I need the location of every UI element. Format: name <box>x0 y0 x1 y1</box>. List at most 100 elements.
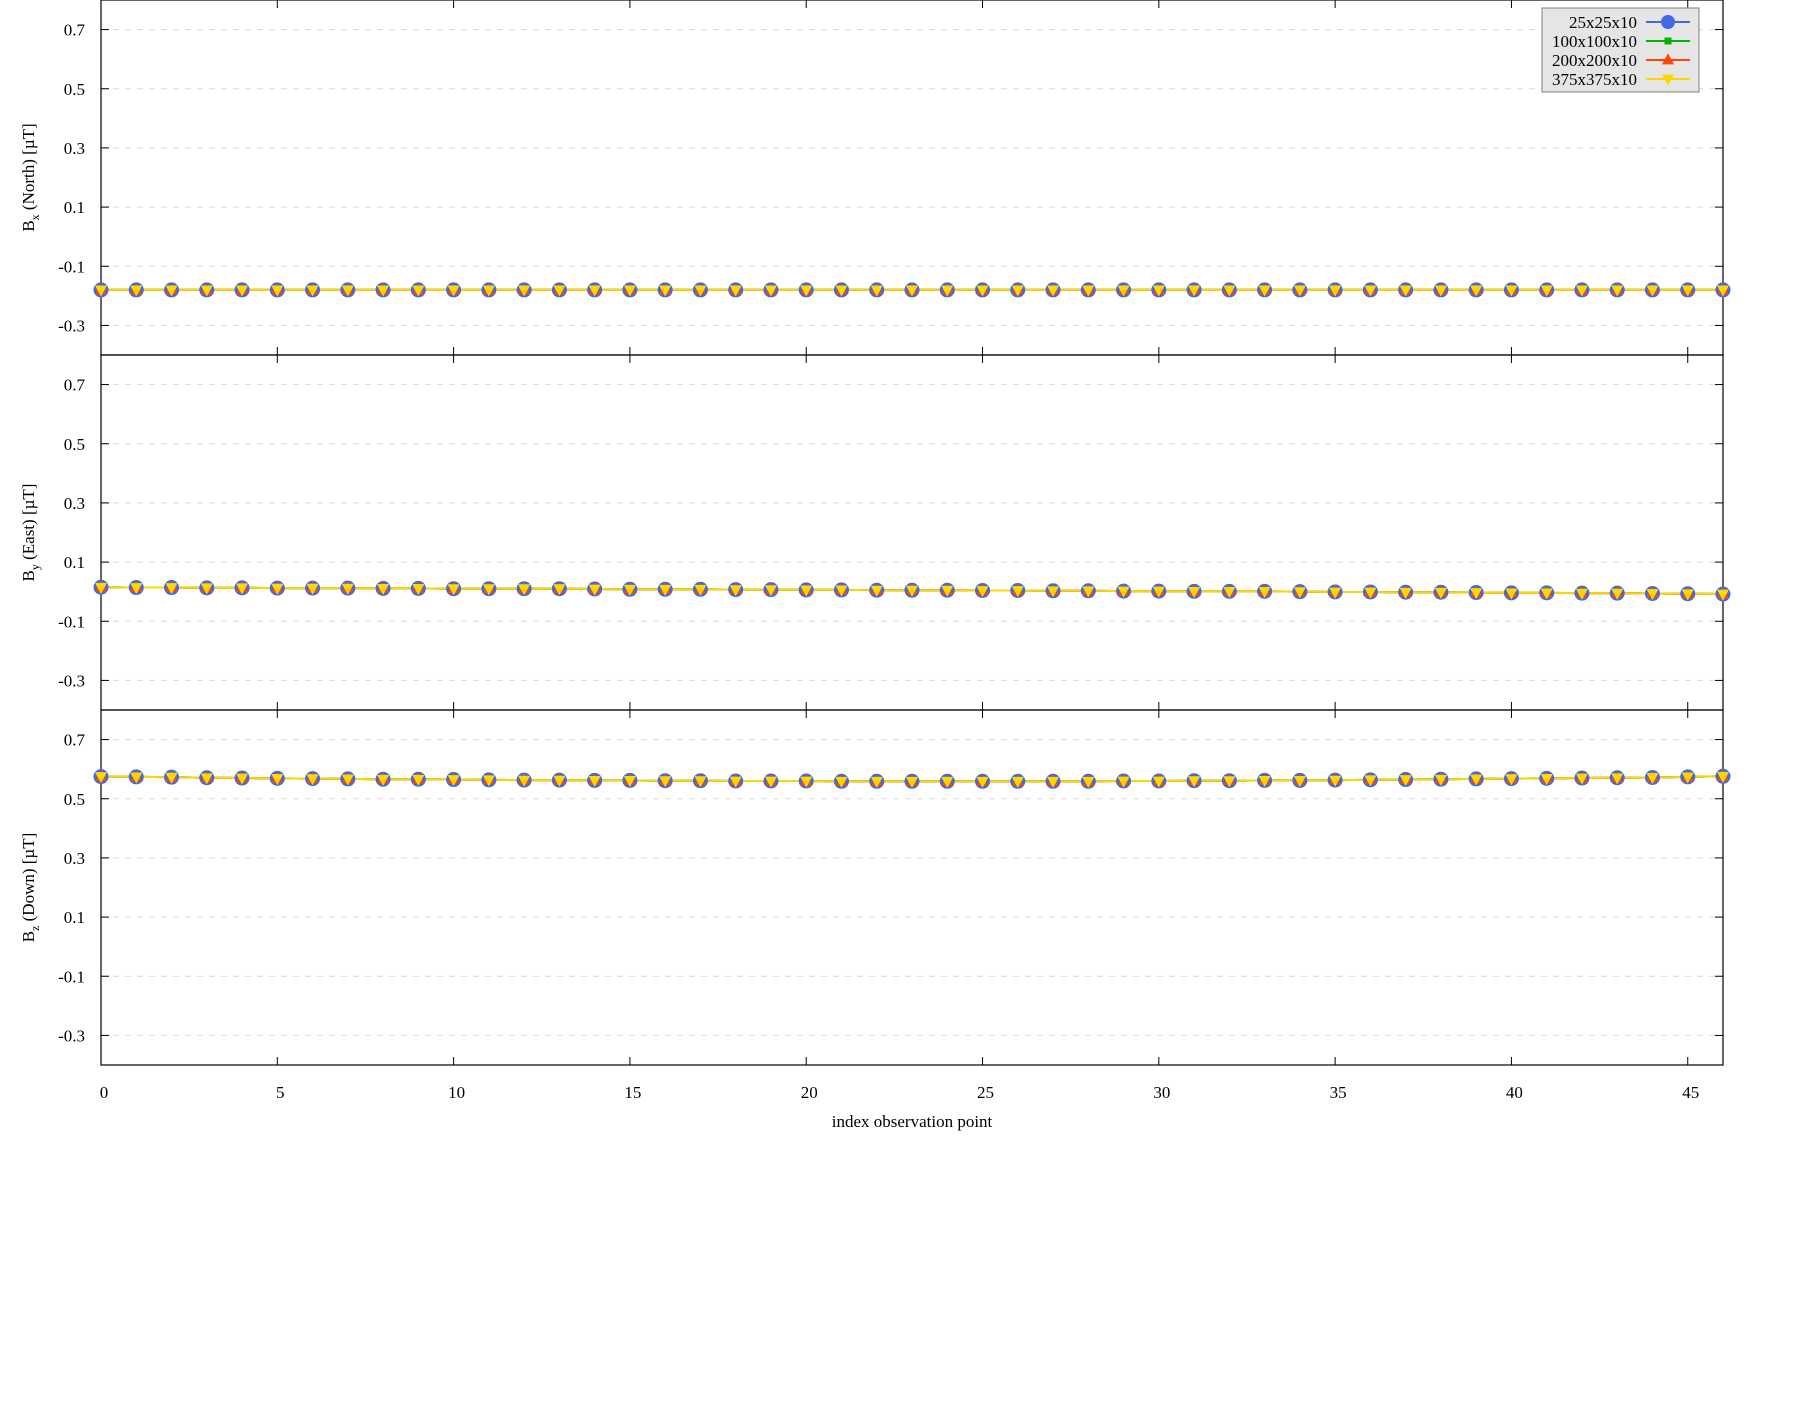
data-point <box>659 285 672 297</box>
y-axis-label-main: B <box>19 220 38 231</box>
data-point <box>1223 285 1236 297</box>
data-point <box>1575 773 1589 785</box>
data-point <box>835 585 848 597</box>
data-point <box>1046 586 1060 598</box>
data-point <box>1364 587 1377 599</box>
data-point <box>588 584 601 596</box>
y-tick-label: 0.1 <box>64 553 85 572</box>
data-point <box>165 583 178 595</box>
data-point <box>1434 774 1447 786</box>
panel-frame <box>100 354 1724 711</box>
data-point <box>94 582 108 594</box>
y-axis-label-rest: (North) [µT] <box>19 123 38 214</box>
data-point <box>1152 586 1165 598</box>
data-point <box>623 584 636 596</box>
data-point <box>764 585 778 597</box>
data-point <box>165 285 178 297</box>
data-point <box>1681 589 1694 601</box>
data-point <box>870 285 883 297</box>
legend-label: 25x25x10 <box>1569 13 1637 32</box>
data-point <box>553 775 566 787</box>
data-point <box>341 285 354 297</box>
panel-frame <box>100 709 1724 1066</box>
data-point <box>1399 587 1412 599</box>
data-point <box>941 585 954 597</box>
x-tick-label: 40 <box>1506 1083 1523 1102</box>
data-point <box>1646 285 1659 297</box>
data-point <box>623 776 636 788</box>
data-point <box>729 776 742 788</box>
data-point <box>1011 776 1024 788</box>
data-point <box>1716 771 1730 783</box>
data-point <box>1117 776 1130 788</box>
data-point <box>1434 285 1447 297</box>
data-point <box>130 583 143 595</box>
data-point <box>200 773 213 785</box>
data-point <box>729 285 742 297</box>
y-tick-label: -0.1 <box>58 612 85 631</box>
data-point <box>1082 586 1095 598</box>
legend-marker <box>1661 53 1675 65</box>
data-point <box>976 285 989 297</box>
data-point <box>271 773 284 785</box>
data-point <box>1364 775 1377 787</box>
data-point <box>1011 285 1024 297</box>
data-point <box>764 776 778 788</box>
x-tick-label: 30 <box>1153 1083 1170 1102</box>
data-point <box>1505 774 1518 786</box>
data-point <box>1117 586 1130 598</box>
y-axis-label-main: B <box>19 570 38 581</box>
x-tick-label: 15 <box>624 1083 641 1102</box>
legend-marker <box>1661 74 1675 86</box>
panel-frame <box>100 0 1724 356</box>
data-point <box>306 285 319 297</box>
data-point <box>1152 776 1165 788</box>
data-point <box>764 285 778 297</box>
data-point <box>482 775 495 787</box>
x-tick-label: 35 <box>1330 1083 1347 1102</box>
data-point <box>1258 586 1271 598</box>
data-point <box>306 774 319 786</box>
data-point <box>941 776 954 788</box>
data-point <box>1223 586 1236 598</box>
data-point <box>1188 586 1201 598</box>
data-point <box>1011 586 1024 598</box>
data-point <box>905 285 919 297</box>
data-point <box>447 285 460 297</box>
data-point <box>94 285 108 297</box>
data-point <box>729 585 742 597</box>
data-point <box>1258 285 1271 297</box>
data-point <box>130 285 143 297</box>
data-point <box>694 584 707 596</box>
data-point <box>130 772 143 784</box>
data-point <box>694 285 707 297</box>
data-point <box>1293 776 1306 788</box>
data-point <box>1082 285 1095 297</box>
data-point <box>271 583 284 595</box>
data-point <box>835 776 848 788</box>
data-point <box>235 773 249 785</box>
y-tick-label: -0.3 <box>58 1026 85 1045</box>
data-point <box>1046 776 1060 788</box>
y-tick-label: 0.1 <box>64 198 85 217</box>
y-tick-label: 0.7 <box>64 731 86 750</box>
data-point <box>1611 588 1624 600</box>
data-point <box>623 285 636 297</box>
data-point <box>1364 285 1377 297</box>
data-point <box>1646 589 1659 601</box>
x-tick-label: 0 <box>100 1083 109 1102</box>
data-point <box>1470 774 1483 786</box>
data-point <box>588 285 601 297</box>
x-tick-label: 20 <box>801 1083 818 1102</box>
data-point <box>341 774 354 786</box>
data-point <box>1188 285 1201 297</box>
data-point <box>271 285 284 297</box>
data-point <box>941 285 954 297</box>
data-point <box>1611 773 1624 785</box>
panel-0: 0.7 0.5 0.3 0.1 -0.1 -0.3 Bx (North) [µT] <box>19 0 1731 356</box>
y-axis-label: Bx (North) [µT] <box>19 123 42 231</box>
y-axis-label-sub: y <box>28 564 42 570</box>
data-point <box>800 285 813 297</box>
